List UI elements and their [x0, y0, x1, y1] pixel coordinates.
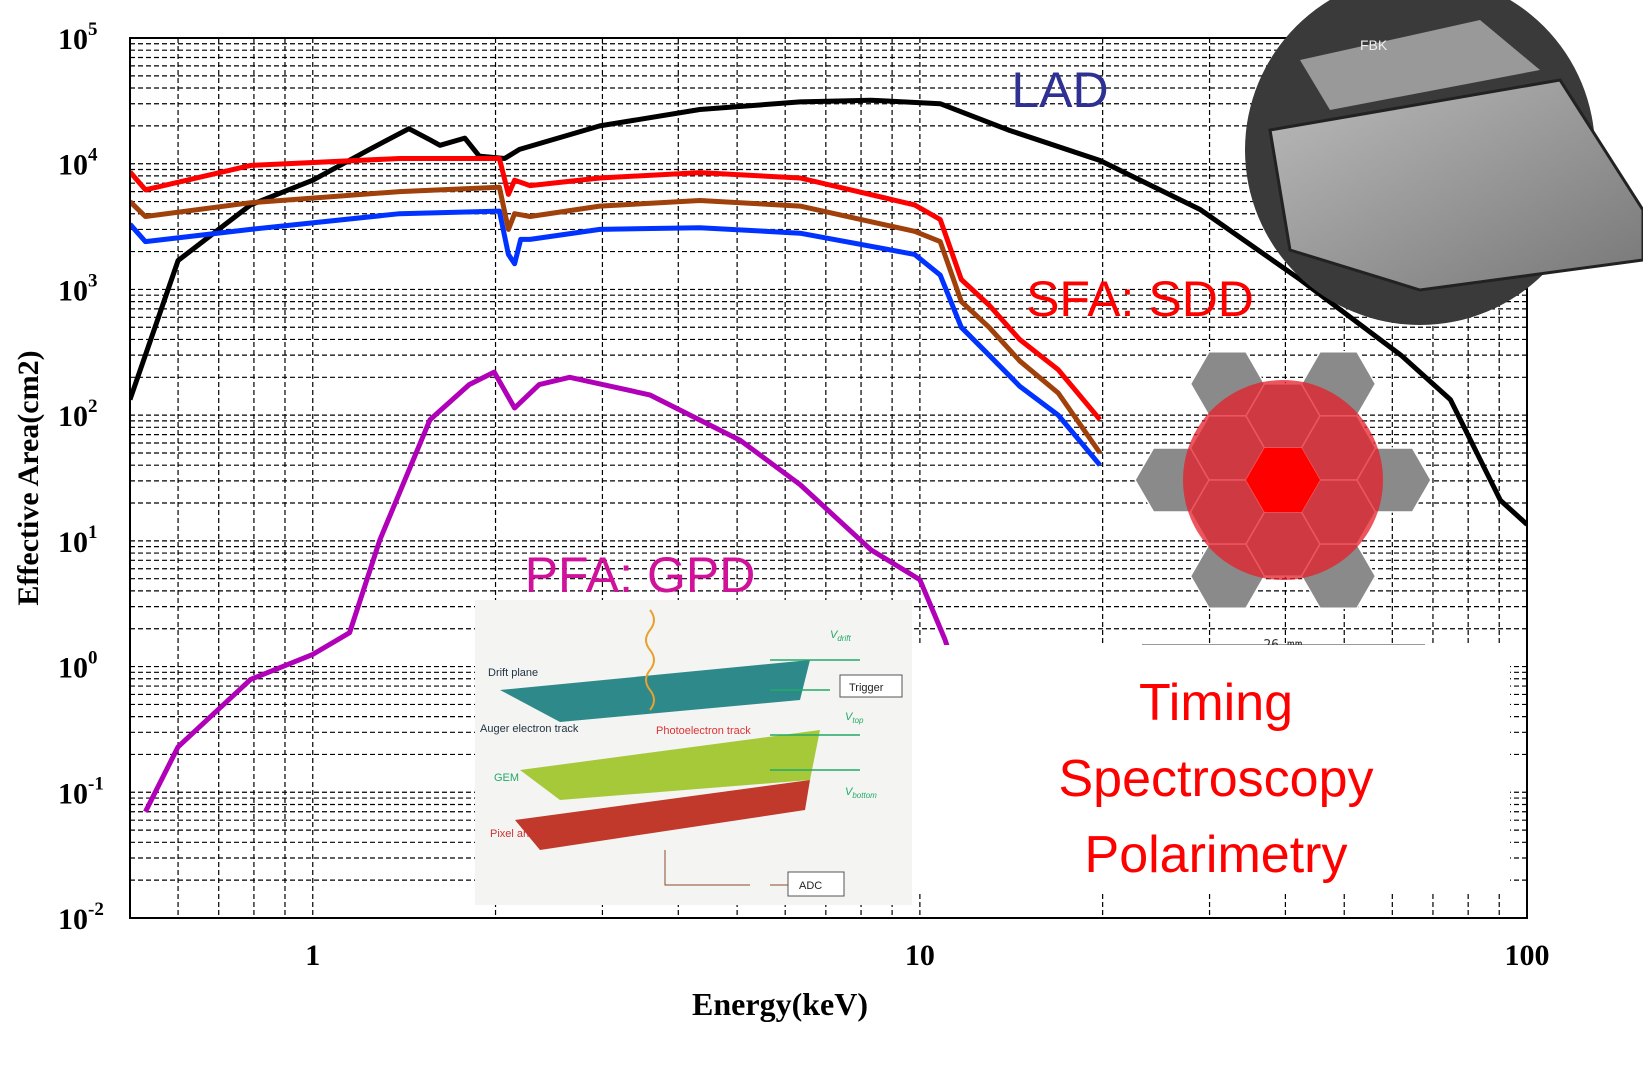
y-tick-base: 10 [58, 652, 88, 685]
series-line [130, 208, 1102, 467]
plot-frame [129, 37, 1528, 919]
series-line [130, 97, 1527, 527]
y-tick-base: 10 [58, 777, 88, 810]
y-tick-label: 105 [58, 19, 98, 56]
chip-label: FBK [1360, 37, 1388, 53]
y-tick-label: 10-1 [58, 773, 104, 810]
box-line: Timing [1139, 674, 1293, 732]
y-tick-label: 101 [58, 522, 98, 559]
gpd-label: Pixel anode [490, 828, 548, 840]
x-tick-label: 100 [1505, 939, 1550, 972]
series-annotation: LAD [1011, 62, 1108, 118]
y-tick-exponent: -1 [88, 773, 104, 794]
y-axis-title: Effective Area(cm2) [12, 350, 45, 605]
x-tick-label: 1 [305, 939, 320, 972]
hex-array [1134, 351, 1432, 646]
x-tick-label: 10 [905, 939, 935, 972]
gpd-voltage: Vtop [845, 711, 864, 725]
y-tick-label: 10-2 [58, 899, 104, 936]
text-box [912, 645, 1510, 893]
box-line: Spectroscopy [1058, 750, 1373, 808]
y-tick-base: 10 [58, 23, 88, 56]
gpd-label: Photoelectron track [656, 725, 751, 737]
series-line [130, 184, 1103, 455]
gpd-voltage-sub: top [852, 716, 864, 725]
y-tick-base: 10 [58, 903, 88, 936]
chip-photo: FBK [1245, 0, 1643, 325]
gpd-label: Auger electron track [480, 723, 579, 735]
x-axis-title: Energy(keV) [692, 986, 868, 1022]
gpd-diagram [475, 600, 912, 905]
gpd-label: ADC [799, 880, 822, 892]
center-hex [1246, 448, 1320, 512]
y-tick-base: 10 [58, 526, 88, 559]
series-line [130, 156, 1102, 422]
gpd-voltage-main: V [830, 629, 839, 641]
y-tick-label: 103 [58, 270, 98, 307]
gpd-voltage-main: V [845, 711, 854, 723]
gpd-voltage-main: V [845, 786, 854, 798]
plot-lines [130, 97, 1527, 813]
gpd-voltage-sub: drift [837, 634, 851, 643]
gpd-label: GEM [494, 772, 519, 784]
y-tick-base: 10 [58, 149, 88, 182]
y-tick-exponent: 2 [88, 396, 98, 417]
box-line: Polarimetry [1085, 826, 1348, 884]
series-annotation: PFA: GPD [525, 547, 756, 603]
y-tick-label: 100 [58, 648, 98, 685]
gpd-label: Drift plane [488, 667, 538, 679]
y-tick-base: 10 [58, 400, 88, 433]
series-line [143, 369, 953, 813]
y-tick-base: 10 [58, 274, 88, 307]
y-tick-exponent: 4 [88, 145, 98, 166]
y-tick-exponent: 5 [88, 19, 98, 40]
y-tick-exponent: 0 [88, 648, 98, 669]
gpd-label: Trigger [849, 682, 884, 694]
gpd-voltage-sub: bottom [852, 791, 877, 800]
y-tick-label: 102 [58, 396, 98, 433]
series-annotation: SFA: SDD [1026, 271, 1254, 327]
y-tick-exponent: -2 [88, 899, 104, 920]
y-tick-exponent: 1 [88, 522, 98, 543]
y-tick-exponent: 3 [88, 270, 98, 291]
gpd-voltage: Vbottom [845, 786, 877, 800]
gpd-voltage: Vdrift [830, 629, 851, 643]
y-tick-label: 104 [58, 145, 98, 182]
